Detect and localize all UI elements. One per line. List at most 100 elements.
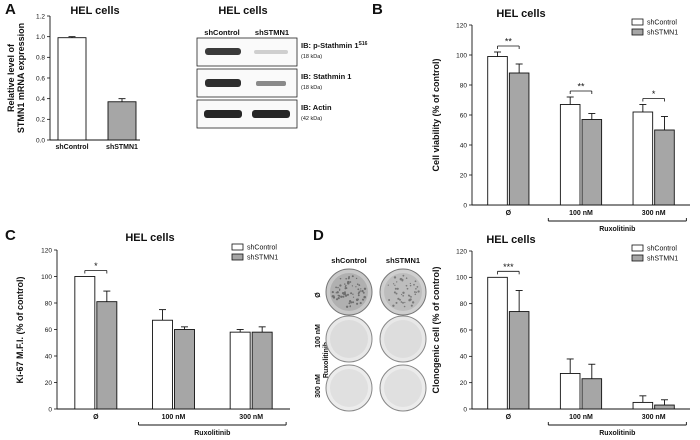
- colony-dot: [335, 298, 339, 301]
- blot-label-p-stathmin: IB: p-Stathmin 1S16: [301, 41, 368, 50]
- bar-a-shstmn1: [107, 101, 137, 141]
- legend-swatch-c-shcontrol: [231, 243, 244, 251]
- colony-column-shcontrol: shControl: [331, 256, 366, 265]
- y-tick-label-a: 1.0: [36, 34, 45, 41]
- y-tick-label-c: 0: [48, 406, 52, 413]
- colony-row-300nm: 300 nM: [315, 374, 322, 398]
- colony-dot: [415, 287, 417, 290]
- bar-d-shcontrol-1: [559, 373, 581, 410]
- colony-dot: [349, 305, 351, 308]
- blot-band-p-stathmin-shstmn1: [254, 50, 288, 54]
- colony-dot: [395, 301, 398, 304]
- legend-label-d-shcontrol: shControl: [647, 246, 677, 253]
- x-tick-label-c: 100 nM: [162, 414, 186, 421]
- colony-dot: [345, 284, 347, 287]
- colony-dot: [392, 283, 395, 285]
- colony-dot: [351, 285, 354, 287]
- colony-dot: [409, 295, 411, 297]
- y-tick-label-b: 120: [456, 22, 467, 29]
- y-tick-label-b: 0: [463, 202, 467, 209]
- colony-dot: [355, 277, 358, 280]
- y-tick-label-d: 0: [463, 406, 467, 413]
- colony-dot: [344, 283, 346, 285]
- colony-dot: [410, 296, 412, 298]
- colony-dot: [404, 301, 406, 304]
- colony-dot: [402, 294, 405, 297]
- colony-assay: shControl shSTMN1 Ø 100 nM 300 nM Ruxoli…: [315, 256, 427, 412]
- colony-dot: [402, 301, 404, 304]
- panel-letter-c: C: [5, 227, 16, 244]
- colony-dot: [339, 284, 342, 287]
- colony-dot: [335, 286, 337, 289]
- blot-kda-actin: (42 kDa): [301, 116, 322, 122]
- blot-band-stathmin-shcontrol: [205, 79, 241, 87]
- colony-well-300nm-shcontrol-inner: [330, 369, 368, 407]
- panel-letter-b: B: [372, 1, 383, 18]
- significance-marker-b: **: [505, 37, 513, 47]
- group-label-d: Ruxolitinib: [599, 430, 635, 437]
- colony-dot: [337, 286, 339, 289]
- y-tick-label-b: 20: [460, 172, 468, 179]
- colony-dot: [344, 287, 347, 290]
- colony-dot: [338, 294, 341, 297]
- blot-label-stathmin: IB: Stathmin 1: [301, 72, 351, 81]
- colony-row-untreated: Ø: [315, 292, 322, 298]
- y-tick-label-d: 80: [460, 301, 468, 308]
- colony-dot: [410, 304, 413, 307]
- bar-c-shstmn1-0: [96, 301, 118, 410]
- colony-dot: [394, 287, 397, 290]
- colony-dot: [401, 278, 404, 281]
- chart-c: HEL cells 0 20 40 60 80 100 120 Ki-67 M.F.I. (% …: [15, 232, 290, 437]
- group-label-b: Ruxolitinib: [599, 226, 635, 233]
- legend-label-b-shcontrol: shControl: [647, 20, 677, 27]
- x-tick-label-a: shSTMN1: [106, 144, 138, 151]
- colony-dot: [352, 301, 355, 304]
- bar-c-shcontrol-1: [152, 319, 173, 410]
- colony-dot: [415, 291, 418, 293]
- y-tick-label-d: 40: [460, 354, 468, 361]
- y-tick-label-a: 0.2: [36, 117, 45, 124]
- colony-dot: [344, 294, 348, 297]
- y-tick-label-d: 60: [460, 327, 468, 334]
- colony-dot: [358, 284, 361, 286]
- colony-dot: [409, 282, 412, 285]
- y-axis-label-b: Cell viability (% of control): [431, 58, 441, 171]
- colony-well-100nm-shstmn1-inner: [384, 320, 422, 358]
- blot-kda-p-stathmin: (18 kDa): [301, 54, 322, 60]
- colony-dot: [357, 288, 360, 291]
- y-tick-label-d: 100: [456, 275, 467, 282]
- colony-dot: [395, 292, 398, 295]
- colony-dot: [414, 280, 417, 283]
- y-tick-label-b: 60: [460, 112, 468, 119]
- y-tick-label-b: 80: [460, 82, 468, 89]
- bar-d-shstmn1-2: [654, 404, 675, 410]
- colony-dot: [363, 295, 366, 299]
- x-tick-label-b: 300 nM: [642, 210, 666, 217]
- x-tick-label-a: shControl: [55, 144, 88, 151]
- colony-dot: [393, 276, 397, 279]
- significance-marker-d: ***: [503, 262, 514, 272]
- bar-c-shcontrol-2: [229, 331, 251, 410]
- x-tick-label-d: 300 nM: [642, 414, 666, 421]
- blot-title: HEL cells: [218, 5, 267, 17]
- colony-dot: [403, 305, 406, 308]
- colony-dot: [350, 292, 353, 295]
- colony-dot: [359, 302, 362, 305]
- bar-c-shcontrol-0: [74, 276, 96, 410]
- bar-d-shcontrol-0: [487, 276, 508, 410]
- panel-letter-a: A: [5, 1, 16, 18]
- colony-dot: [359, 290, 362, 292]
- colony-dot: [347, 280, 350, 284]
- bar-a-shcontrol: [57, 37, 87, 141]
- legend-label-c-shstmn1: shSTMN1: [247, 255, 278, 262]
- colony-dot: [342, 295, 345, 298]
- blot-band-actin-shcontrol: [204, 110, 242, 118]
- chart-a: HEL cells 0.0 0.2 0.4 0.6 0.8 1.0 1.2 Relative l…: [6, 5, 140, 151]
- colony-dot: [345, 305, 349, 308]
- blot-kda-stathmin: (18 kDa): [301, 85, 322, 91]
- x-tick-label-b: Ø: [506, 210, 512, 217]
- colony-dot: [357, 294, 360, 297]
- bar-b-shstmn1-2: [654, 129, 675, 206]
- colony-dot: [362, 299, 365, 301]
- colony-dot: [351, 275, 354, 278]
